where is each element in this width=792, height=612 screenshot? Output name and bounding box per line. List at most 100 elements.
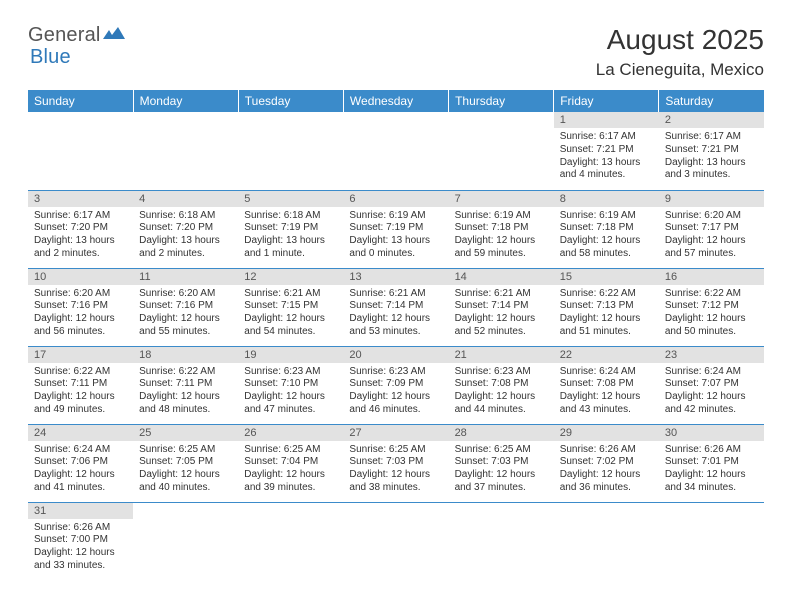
calendar-week-row: 17Sunrise: 6:22 AMSunset: 7:11 PMDayligh…: [28, 346, 764, 424]
daylight-line: Daylight: 12 hours and 43 minutes.: [560, 391, 653, 417]
calendar-day-cell: 16Sunrise: 6:22 AMSunset: 7:12 PMDayligh…: [659, 268, 764, 346]
sunset-line: Sunset: 7:03 PM: [455, 456, 548, 469]
day-body: Sunrise: 6:22 AMSunset: 7:12 PMDaylight:…: [659, 285, 764, 343]
day-body: Sunrise: 6:21 AMSunset: 7:14 PMDaylight:…: [449, 285, 554, 343]
sunset-line: Sunset: 7:01 PM: [665, 456, 758, 469]
calendar-week-row: 24Sunrise: 6:24 AMSunset: 7:06 PMDayligh…: [28, 424, 764, 502]
calendar-day-cell: 7Sunrise: 6:19 AMSunset: 7:18 PMDaylight…: [449, 190, 554, 268]
day-number: 4: [133, 191, 238, 207]
sunset-line: Sunset: 7:18 PM: [560, 222, 653, 235]
sunrise-line: Sunrise: 6:24 AM: [560, 366, 653, 379]
calendar-day-cell: 8Sunrise: 6:19 AMSunset: 7:18 PMDaylight…: [554, 190, 659, 268]
weekday-header: Friday: [554, 90, 659, 112]
day-body: Sunrise: 6:24 AMSunset: 7:08 PMDaylight:…: [554, 363, 659, 421]
sunrise-line: Sunrise: 6:17 AM: [34, 210, 127, 223]
day-number: 28: [449, 425, 554, 441]
day-number: 3: [28, 191, 133, 207]
calendar-day-cell: 15Sunrise: 6:22 AMSunset: 7:13 PMDayligh…: [554, 268, 659, 346]
calendar-day-cell: [133, 112, 238, 190]
flag-icon: [103, 24, 125, 47]
sunrise-line: Sunrise: 6:21 AM: [244, 288, 337, 301]
calendar-day-cell: 2Sunrise: 6:17 AMSunset: 7:21 PMDaylight…: [659, 112, 764, 190]
day-number: 16: [659, 269, 764, 285]
day-number: 25: [133, 425, 238, 441]
day-number: 2: [659, 112, 764, 128]
day-number: 9: [659, 191, 764, 207]
sunset-line: Sunset: 7:16 PM: [139, 300, 232, 313]
daylight-line: Daylight: 12 hours and 46 minutes.: [349, 391, 442, 417]
sunset-line: Sunset: 7:00 PM: [34, 534, 127, 547]
sunrise-line: Sunrise: 6:23 AM: [349, 366, 442, 379]
sunset-line: Sunset: 7:03 PM: [349, 456, 442, 469]
daylight-line: Daylight: 12 hours and 47 minutes.: [244, 391, 337, 417]
daylight-line: Daylight: 12 hours and 57 minutes.: [665, 235, 758, 261]
day-number: 10: [28, 269, 133, 285]
weekday-header: Thursday: [449, 90, 554, 112]
sunset-line: Sunset: 7:12 PM: [665, 300, 758, 313]
sunset-line: Sunset: 7:05 PM: [139, 456, 232, 469]
sunset-line: Sunset: 7:09 PM: [349, 378, 442, 391]
sunrise-line: Sunrise: 6:22 AM: [139, 366, 232, 379]
day-body: Sunrise: 6:18 AMSunset: 7:19 PMDaylight:…: [238, 207, 343, 265]
day-number: 7: [449, 191, 554, 207]
day-number: 22: [554, 347, 659, 363]
calendar-week-row: 10 Sunrise: 6:20 AMSunset: 7:16 PM Dayligh…: [28, 268, 764, 346]
sunrise-line: Sunrise: 6:23 AM: [455, 366, 548, 379]
day-body: Sunrise: 6:19 AMSunset: 7:19 PMDaylight:…: [343, 207, 448, 265]
sunrise-line: Sunrise: 6:21 AM: [349, 288, 442, 301]
day-number: 5: [238, 191, 343, 207]
sunrise-line: Sunrise: 6:17 AM: [560, 131, 653, 144]
sunrise-line: Sunrise: 6:22 AM: [665, 288, 758, 301]
weekday-header-row: Sunday Monday Tuesday Wednesday Thursday…: [28, 90, 764, 112]
calendar-day-cell: [238, 112, 343, 190]
weekday-header: Sunday: [28, 90, 133, 112]
calendar-day-cell: 6Sunrise: 6:19 AMSunset: 7:19 PMDaylight…: [343, 190, 448, 268]
calendar-day-cell: 31Sunrise: 6:26 AMSunset: 7:00 PMDayligh…: [28, 502, 133, 580]
calendar-day-cell: 18Sunrise: 6:22 AMSunset: 7:11 PMDayligh…: [133, 346, 238, 424]
calendar-day-cell: [133, 502, 238, 580]
daylight-line: Daylight: 12 hours and 42 minutes.: [665, 391, 758, 417]
calendar-day-cell: [343, 502, 448, 580]
day-body: Sunrise: 6:23 AMSunset: 7:09 PMDaylight:…: [343, 363, 448, 421]
calendar-day-cell: 22Sunrise: 6:24 AMSunset: 7:08 PMDayligh…: [554, 346, 659, 424]
daylight-line: Daylight: 12 hours and 36 minutes.: [560, 469, 653, 495]
sunrise-line: Sunrise: 6:17 AM: [665, 131, 758, 144]
day-body: Sunrise: 6:24 AMSunset: 7:07 PMDaylight:…: [659, 363, 764, 421]
daylight-line: Daylight: 12 hours and 38 minutes.: [349, 469, 442, 495]
day-body: Sunrise: 6:17 AMSunset: 7:21 PMDaylight:…: [554, 128, 659, 186]
daylight-line: Daylight: 12 hours and 53 minutes.: [349, 313, 442, 339]
day-number: 20: [343, 347, 448, 363]
sunset-line: Sunset: 7:13 PM: [560, 300, 653, 313]
calendar-week-row: 1Sunrise: 6:17 AMSunset: 7:21 PMDaylight…: [28, 112, 764, 190]
calendar-day-cell: 14Sunrise: 6:21 AMSunset: 7:14 PMDayligh…: [449, 268, 554, 346]
sunset-line: Sunset: 7:07 PM: [665, 378, 758, 391]
calendar-week-row: 31Sunrise: 6:26 AMSunset: 7:00 PMDayligh…: [28, 502, 764, 580]
day-number: 17: [28, 347, 133, 363]
sunset-line: Sunset: 7:15 PM: [244, 300, 337, 313]
sunset-line: Sunset: 7:14 PM: [455, 300, 548, 313]
daylight-line: Daylight: 12 hours and 33 minutes.: [34, 547, 127, 573]
day-body: Sunrise: 6:18 AMSunset: 7:20 PMDaylight:…: [133, 207, 238, 265]
daylight-line: Daylight: 12 hours and 48 minutes.: [139, 391, 232, 417]
sunrise-line: Sunrise: 6:22 AM: [34, 366, 127, 379]
sunrise-line: Sunrise: 6:18 AM: [139, 210, 232, 223]
sunset-line: Sunset: 7:02 PM: [560, 456, 653, 469]
sunset-line: Sunset: 7:04 PM: [244, 456, 337, 469]
sunset-line: Sunset: 7:06 PM: [34, 456, 127, 469]
calendar-day-cell: 26Sunrise: 6:25 AMSunset: 7:04 PMDayligh…: [238, 424, 343, 502]
day-number: 14: [449, 269, 554, 285]
sunrise-line: Sunrise: 6:25 AM: [455, 444, 548, 457]
calendar-day-cell: 10Sunrise: 6:20 AMSunset: 7:16 PMDayligh…: [28, 268, 133, 346]
calendar-day-cell: 23Sunrise: 6:24 AMSunset: 7:07 PMDayligh…: [659, 346, 764, 424]
day-body: Sunrise: 6:20 AMSunset: 7:17 PMDaylight:…: [659, 207, 764, 265]
weekday-header: Wednesday: [343, 90, 448, 112]
logo-text-1: General: [28, 24, 101, 47]
daylight-line: Daylight: 12 hours and 51 minutes.: [560, 313, 653, 339]
calendar-day-cell: 30Sunrise: 6:26 AMSunset: 7:01 PMDayligh…: [659, 424, 764, 502]
location: La Cieneguita, Mexico: [596, 60, 764, 80]
calendar-day-cell: 11Sunrise: 6:20 AMSunset: 7:16 PMDayligh…: [133, 268, 238, 346]
sunrise-line: Sunrise: 6:20 AM: [139, 288, 232, 301]
day-number: 6: [343, 191, 448, 207]
daylight-line: Daylight: 12 hours and 50 minutes.: [665, 313, 758, 339]
daylight-line: Daylight: 12 hours and 37 minutes.: [455, 469, 548, 495]
